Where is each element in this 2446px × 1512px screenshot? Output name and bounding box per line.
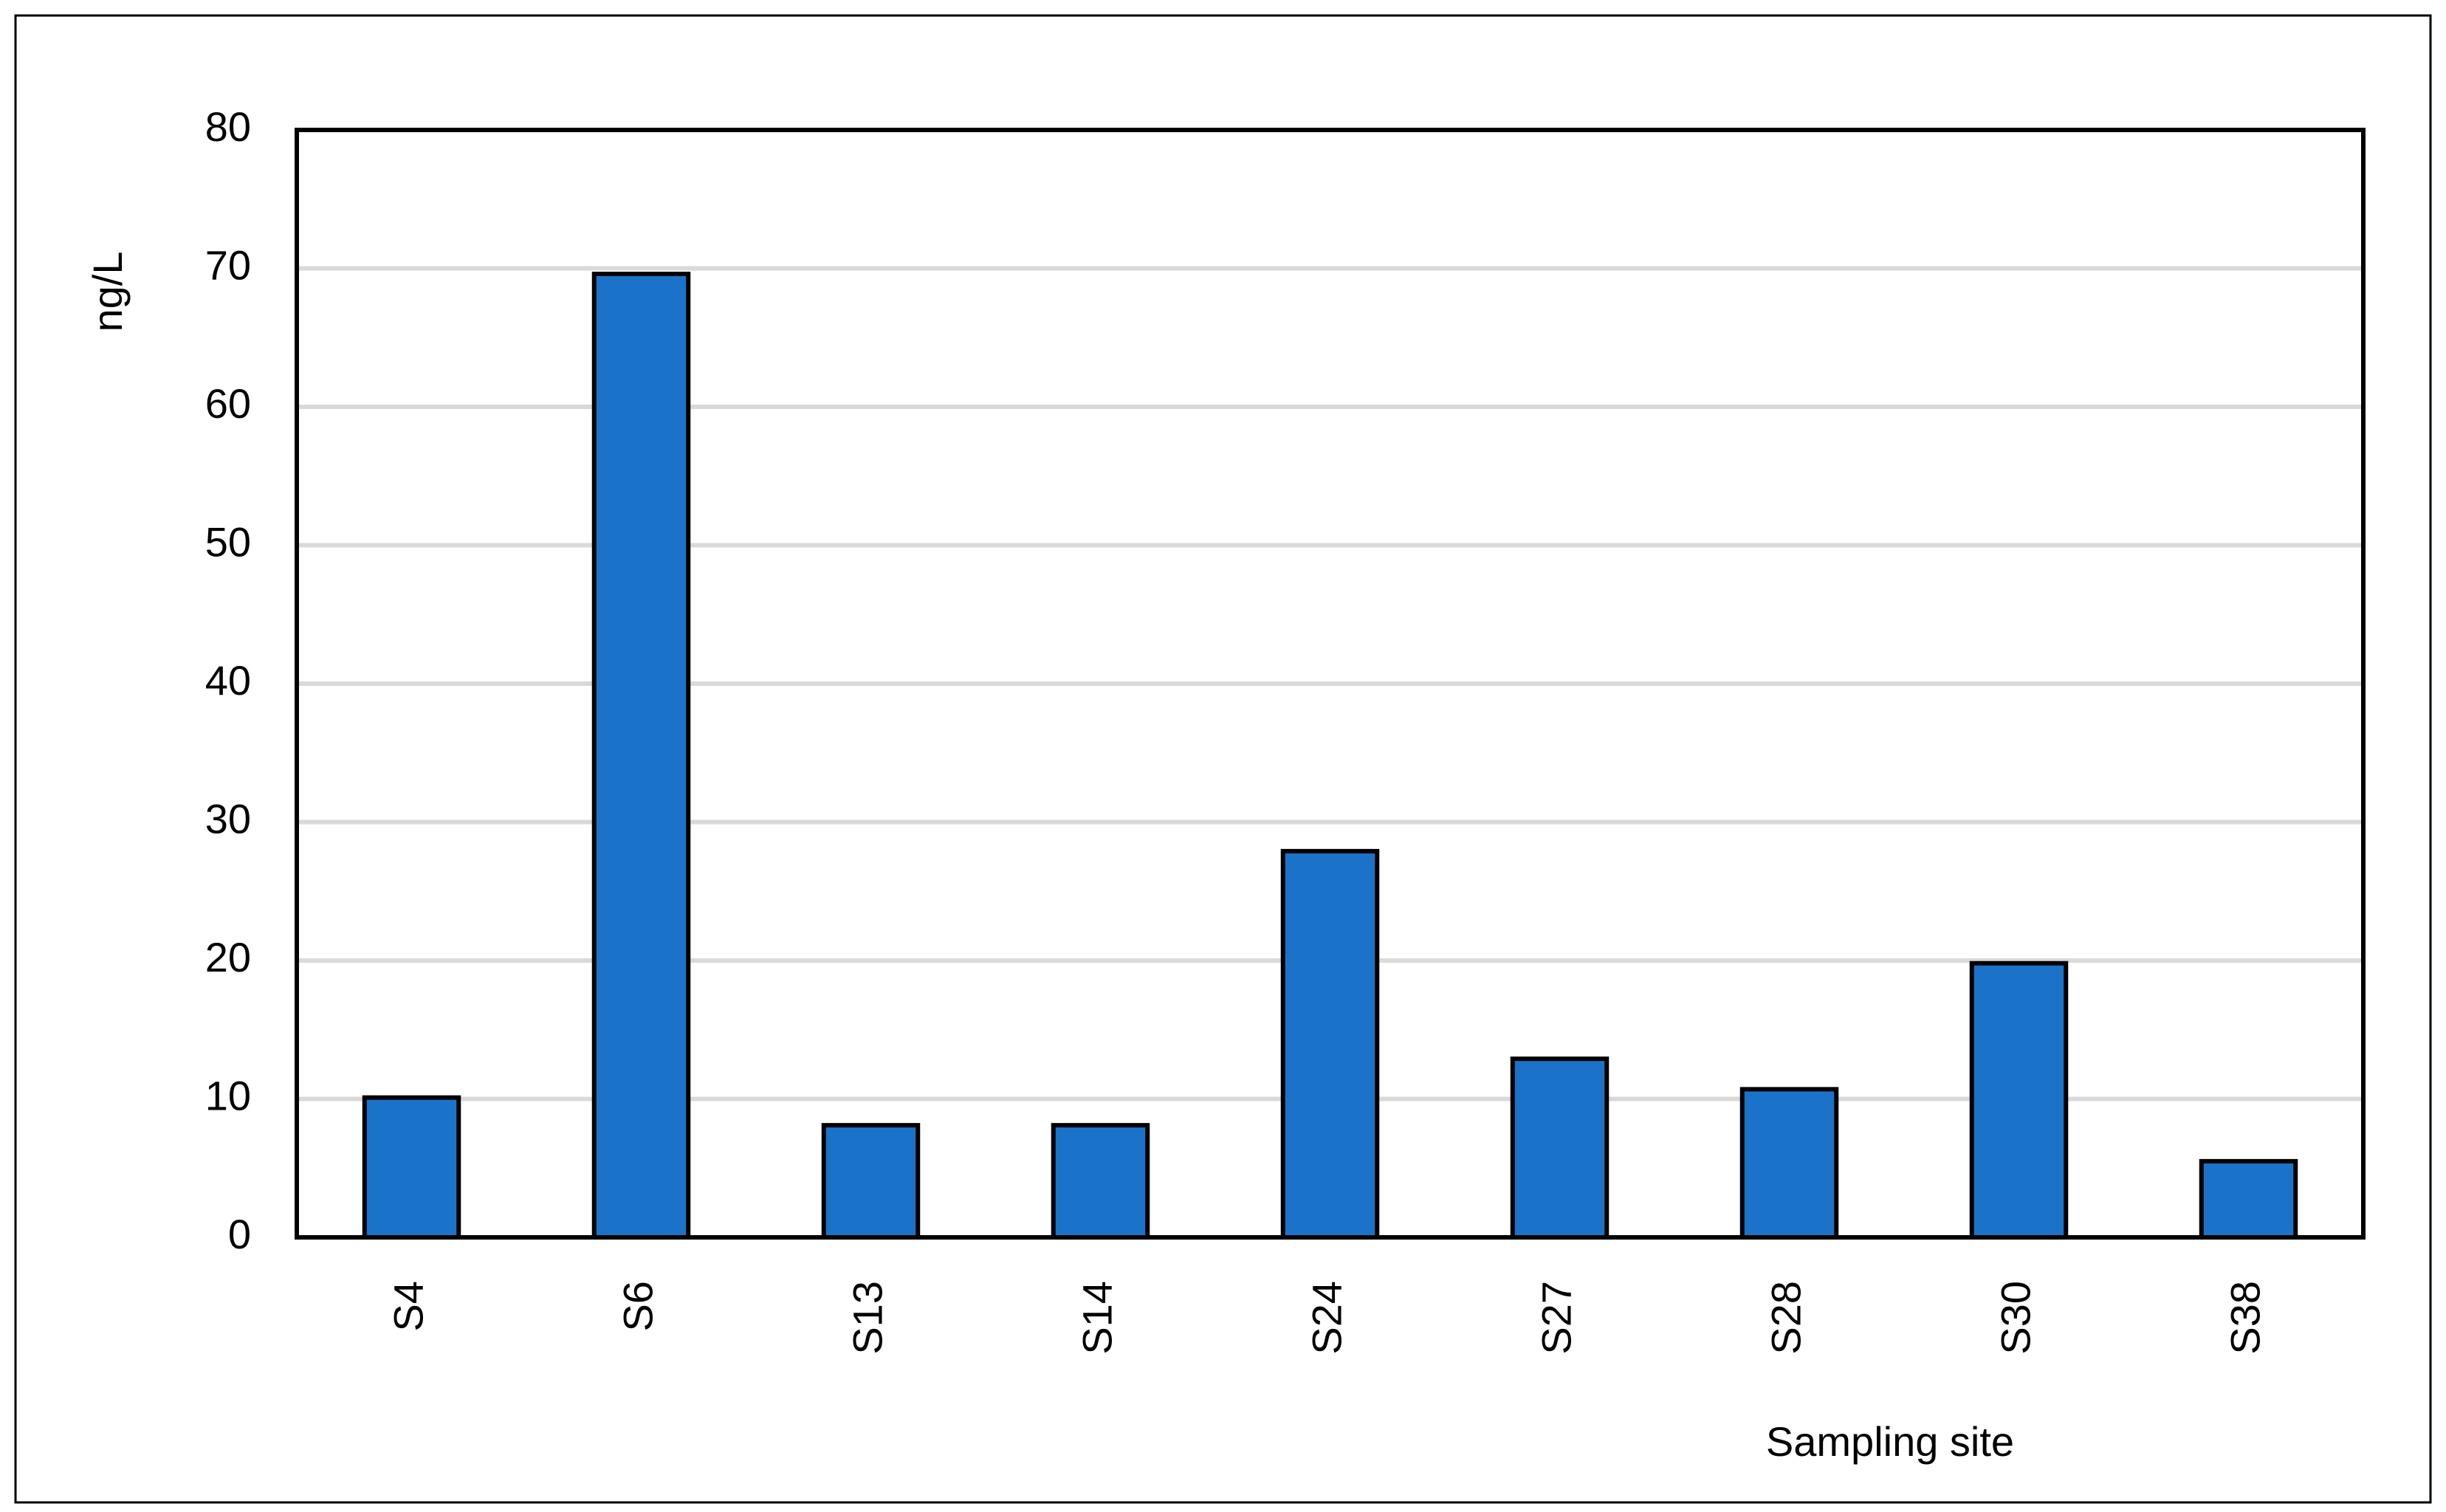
x-tick-label: S6 <box>614 1281 661 1332</box>
x-tick-label: S13 <box>844 1281 890 1355</box>
x-tick-label: S38 <box>2222 1281 2268 1355</box>
bar <box>1051 1123 1150 1240</box>
x-tick-label: S24 <box>1303 1281 1350 1355</box>
y-tick-label: 10 <box>205 1072 251 1118</box>
bar <box>1510 1056 1610 1240</box>
x-tick-label: S28 <box>1762 1281 1809 1355</box>
x-tick-label: S30 <box>1992 1281 2038 1355</box>
y-tick-label: 80 <box>205 103 251 150</box>
y-tick-label: 60 <box>205 380 251 427</box>
x-tick-label: S4 <box>385 1281 431 1332</box>
bar <box>821 1123 921 1240</box>
bar <box>591 272 691 1240</box>
bar <box>1969 961 2069 1240</box>
x-axis-title: Sampling site <box>1766 1418 2014 1465</box>
y-tick-label: 0 <box>228 1211 251 1257</box>
bar <box>2199 1158 2298 1240</box>
chart-frame <box>14 14 2432 1504</box>
y-tick-label: 50 <box>205 518 251 565</box>
y-tick-label: 30 <box>205 795 251 842</box>
x-tick-label: S27 <box>1533 1281 1579 1355</box>
bar <box>1739 1087 1839 1240</box>
x-tick-label: S14 <box>1073 1281 1120 1355</box>
y-tick-label: 20 <box>205 934 251 980</box>
y-tick-label: 40 <box>205 657 251 704</box>
y-axis-title: ng/L <box>84 252 131 332</box>
y-tick-label: 70 <box>205 241 251 288</box>
bar <box>1280 848 1380 1240</box>
bar <box>362 1095 461 1240</box>
plot-border <box>295 128 2366 1240</box>
